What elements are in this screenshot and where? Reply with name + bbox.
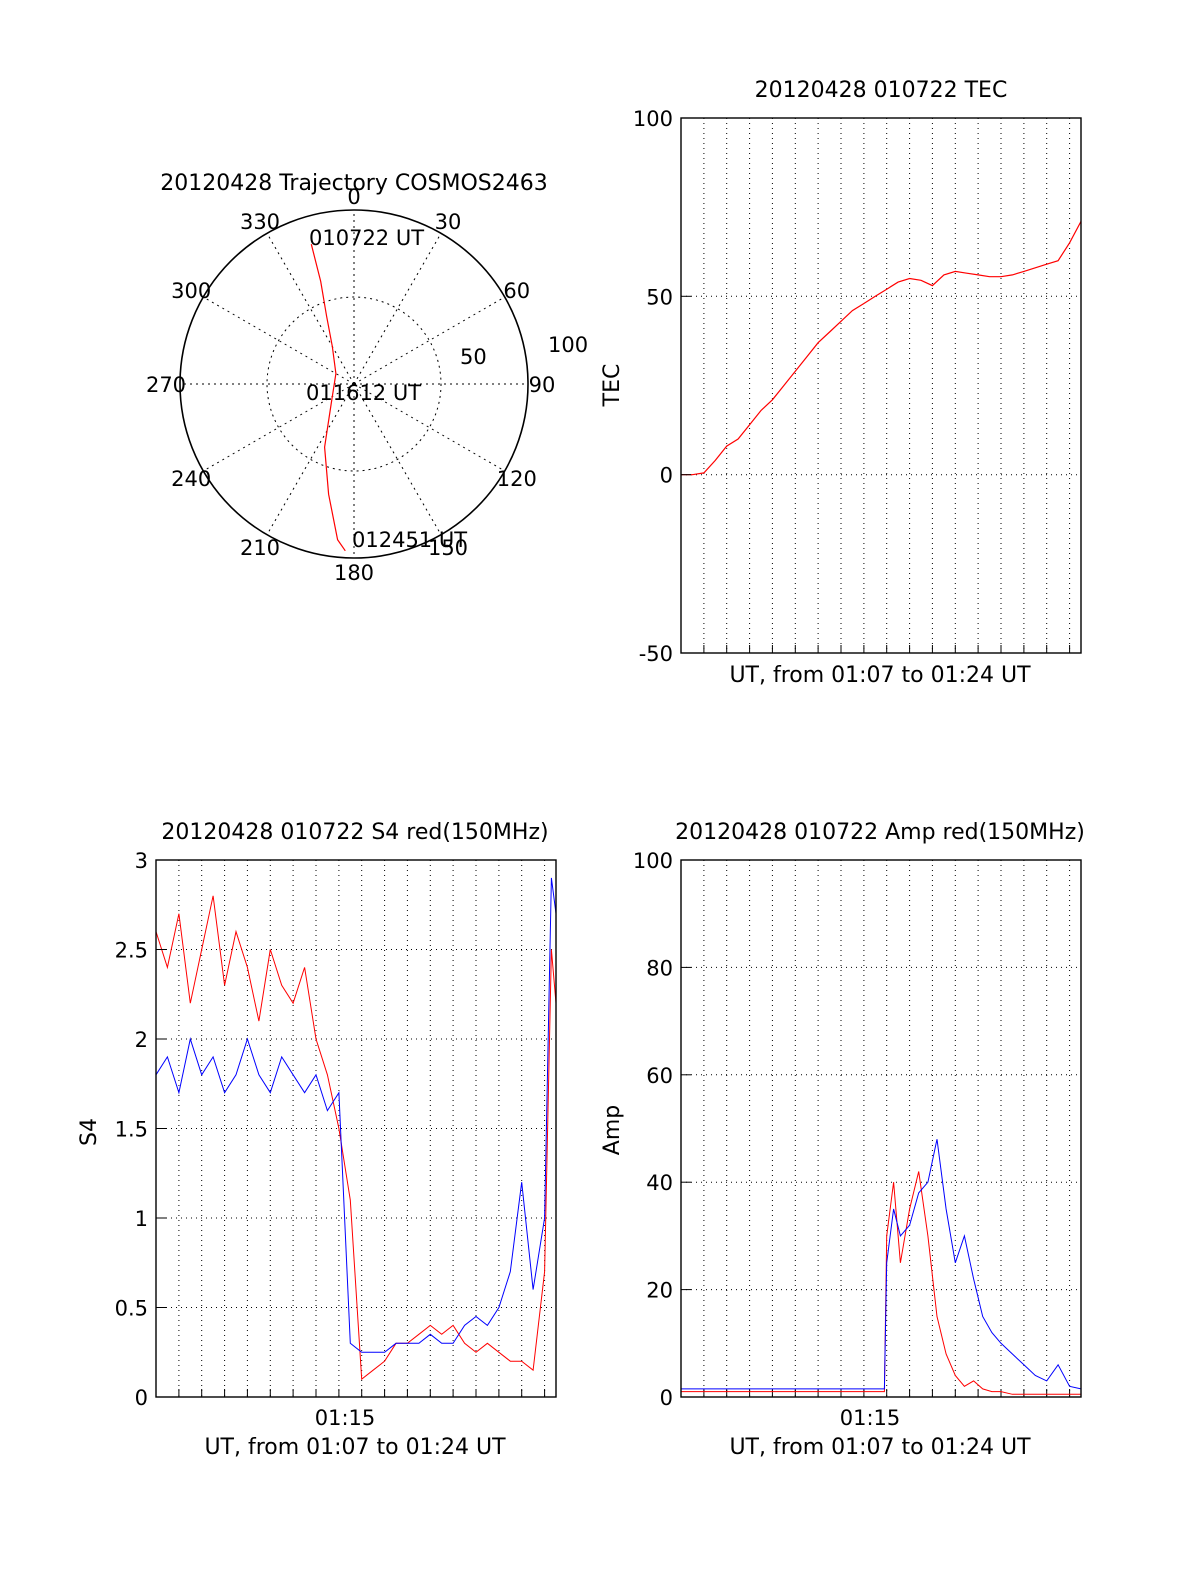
polar-grid — [180, 210, 528, 558]
s4-x-axis-label: UT, from 01:07 to 01:24 UT — [204, 1435, 506, 1460]
polar-radial-tick-100: 100 — [548, 333, 588, 357]
polar-angle-tick-210: 210 — [240, 536, 280, 560]
amp-x-axis-label: UT, from 01:07 to 01:24 UT — [729, 1435, 1031, 1460]
polar-angle-tick-300: 300 — [171, 279, 211, 303]
polar-spoke-120 — [353, 383, 505, 472]
tec-y-axis-label: TEC — [600, 364, 625, 408]
trajectory-label-start: 010722 UT — [309, 226, 424, 250]
amp-blue-series-line — [681, 1139, 1082, 1390]
polar-spoke-60 — [353, 296, 505, 385]
polar-angle-tick-180: 180 — [334, 561, 374, 585]
polar-spoke-150 — [353, 383, 442, 535]
amp-y-tick-2: 40 — [646, 1171, 673, 1195]
tec-y-tick-2: 50 — [646, 285, 673, 309]
s4-x-tick-0115: 01:15 — [315, 1406, 376, 1430]
amp-y-tick-1: 20 — [646, 1279, 673, 1303]
trajectory-label-end: 012451 UT — [352, 528, 467, 552]
s4-y-ticks: 0 0.5 1 1.5 2 2.5 3 — [115, 849, 166, 1410]
polar-angle-tick-150: 150 — [428, 536, 468, 560]
tec-x-axis-label: UT, from 01:07 to 01:24 UT — [729, 663, 1031, 688]
s4-y-tick-4: 2 — [135, 1028, 148, 1052]
amp-y-ticks: 0 20 40 60 80 100 — [633, 849, 691, 1410]
polar-outer-circle — [179, 209, 529, 559]
polar-ring-50 — [266, 296, 442, 472]
s4-y-tick-0: 0 — [135, 1386, 148, 1410]
amp-title: 20120428 010722 Amp red(150MHz) — [675, 820, 1085, 845]
s4-blue-series-line — [155, 877, 557, 1353]
trajectory-line — [310, 244, 346, 552]
polar-spoke-330 — [266, 233, 355, 385]
tec-panel: 20120428 010722 TEC -50 0 50 100 TEC UT, fr… — [600, 78, 1082, 688]
polar-angle-tick-330: 330 — [240, 210, 280, 234]
polar-angle-tick-240: 240 — [171, 467, 211, 491]
s4-y-axis-label: S4 — [77, 1118, 102, 1146]
amp-y-tick-3: 60 — [646, 1064, 673, 1088]
tec-y-tick-1: 0 — [660, 464, 673, 488]
tec-plot-frame — [680, 117, 1082, 654]
polar-angle-tick-270: 270 — [146, 373, 186, 397]
s4-y-tick-2: 1 — [135, 1207, 148, 1231]
polar-angle-labels: 0 30 60 90 120 150 180 210 240 270 300 330 — [146, 185, 555, 585]
polar-title: 20120428 Trajectory COSMOS2463 — [160, 171, 547, 196]
polar-angle-tick-120: 120 — [497, 467, 537, 491]
polar-angle-tick-30: 30 — [435, 210, 462, 234]
s4-panel: 20120428 010722 S4 red(150MHz) 0 0.5 1 1.5 2… — [77, 820, 557, 1460]
amp-red-series-line — [681, 1171, 1081, 1395]
polar-angle-tick-90: 90 — [529, 373, 556, 397]
s4-y-tick-1: 0.5 — [115, 1297, 148, 1321]
polar-spoke-30 — [353, 233, 442, 385]
amp-x-tick-0115: 01:15 — [840, 1406, 901, 1430]
amp-grid — [681, 860, 1081, 1397]
s4-y-tick-5: 2.5 — [115, 939, 148, 963]
amp-y-tick-0: 0 — [660, 1386, 673, 1410]
trajectory-label-mid: 011612 UT — [306, 381, 421, 405]
polar-angle-tick-0: 0 — [347, 185, 360, 209]
polar-angle-tick-60: 60 — [503, 279, 530, 303]
s4-title: 20120428 010722 S4 red(150MHz) — [161, 820, 548, 845]
s4-y-tick-3: 1.5 — [115, 1118, 148, 1142]
tec-y-ticks: -50 0 50 100 — [633, 107, 691, 666]
amp-plot-frame — [680, 859, 1082, 1398]
tec-y-tick-3: 100 — [633, 107, 673, 131]
s4-red-series-line — [155, 895, 557, 1381]
polar-spoke-210 — [266, 383, 355, 535]
amp-panel: 20120428 010722 Amp red(150MHz) 0 20 40 60 8… — [600, 820, 1085, 1460]
amp-y-tick-5: 100 — [633, 849, 673, 873]
polar-spoke-240 — [203, 383, 355, 472]
polar-radial-tick-50: 50 — [460, 345, 487, 369]
polar-spoke-300 — [203, 296, 355, 385]
polar-trajectory-panel: 20120428 Trajectory COSMOS2463 0 30 60 90 12… — [146, 171, 588, 585]
amp-y-tick-4: 80 — [646, 956, 673, 980]
tec-y-tick-0: -50 — [639, 642, 673, 666]
tec-series-line — [681, 221, 1082, 476]
s4-y-tick-6: 3 — [135, 849, 148, 873]
tec-grid — [681, 118, 1081, 653]
s4-grid — [156, 860, 556, 1397]
amp-y-axis-label: Amp — [600, 1105, 625, 1155]
tec-title: 20120428 010722 TEC — [755, 78, 1008, 103]
